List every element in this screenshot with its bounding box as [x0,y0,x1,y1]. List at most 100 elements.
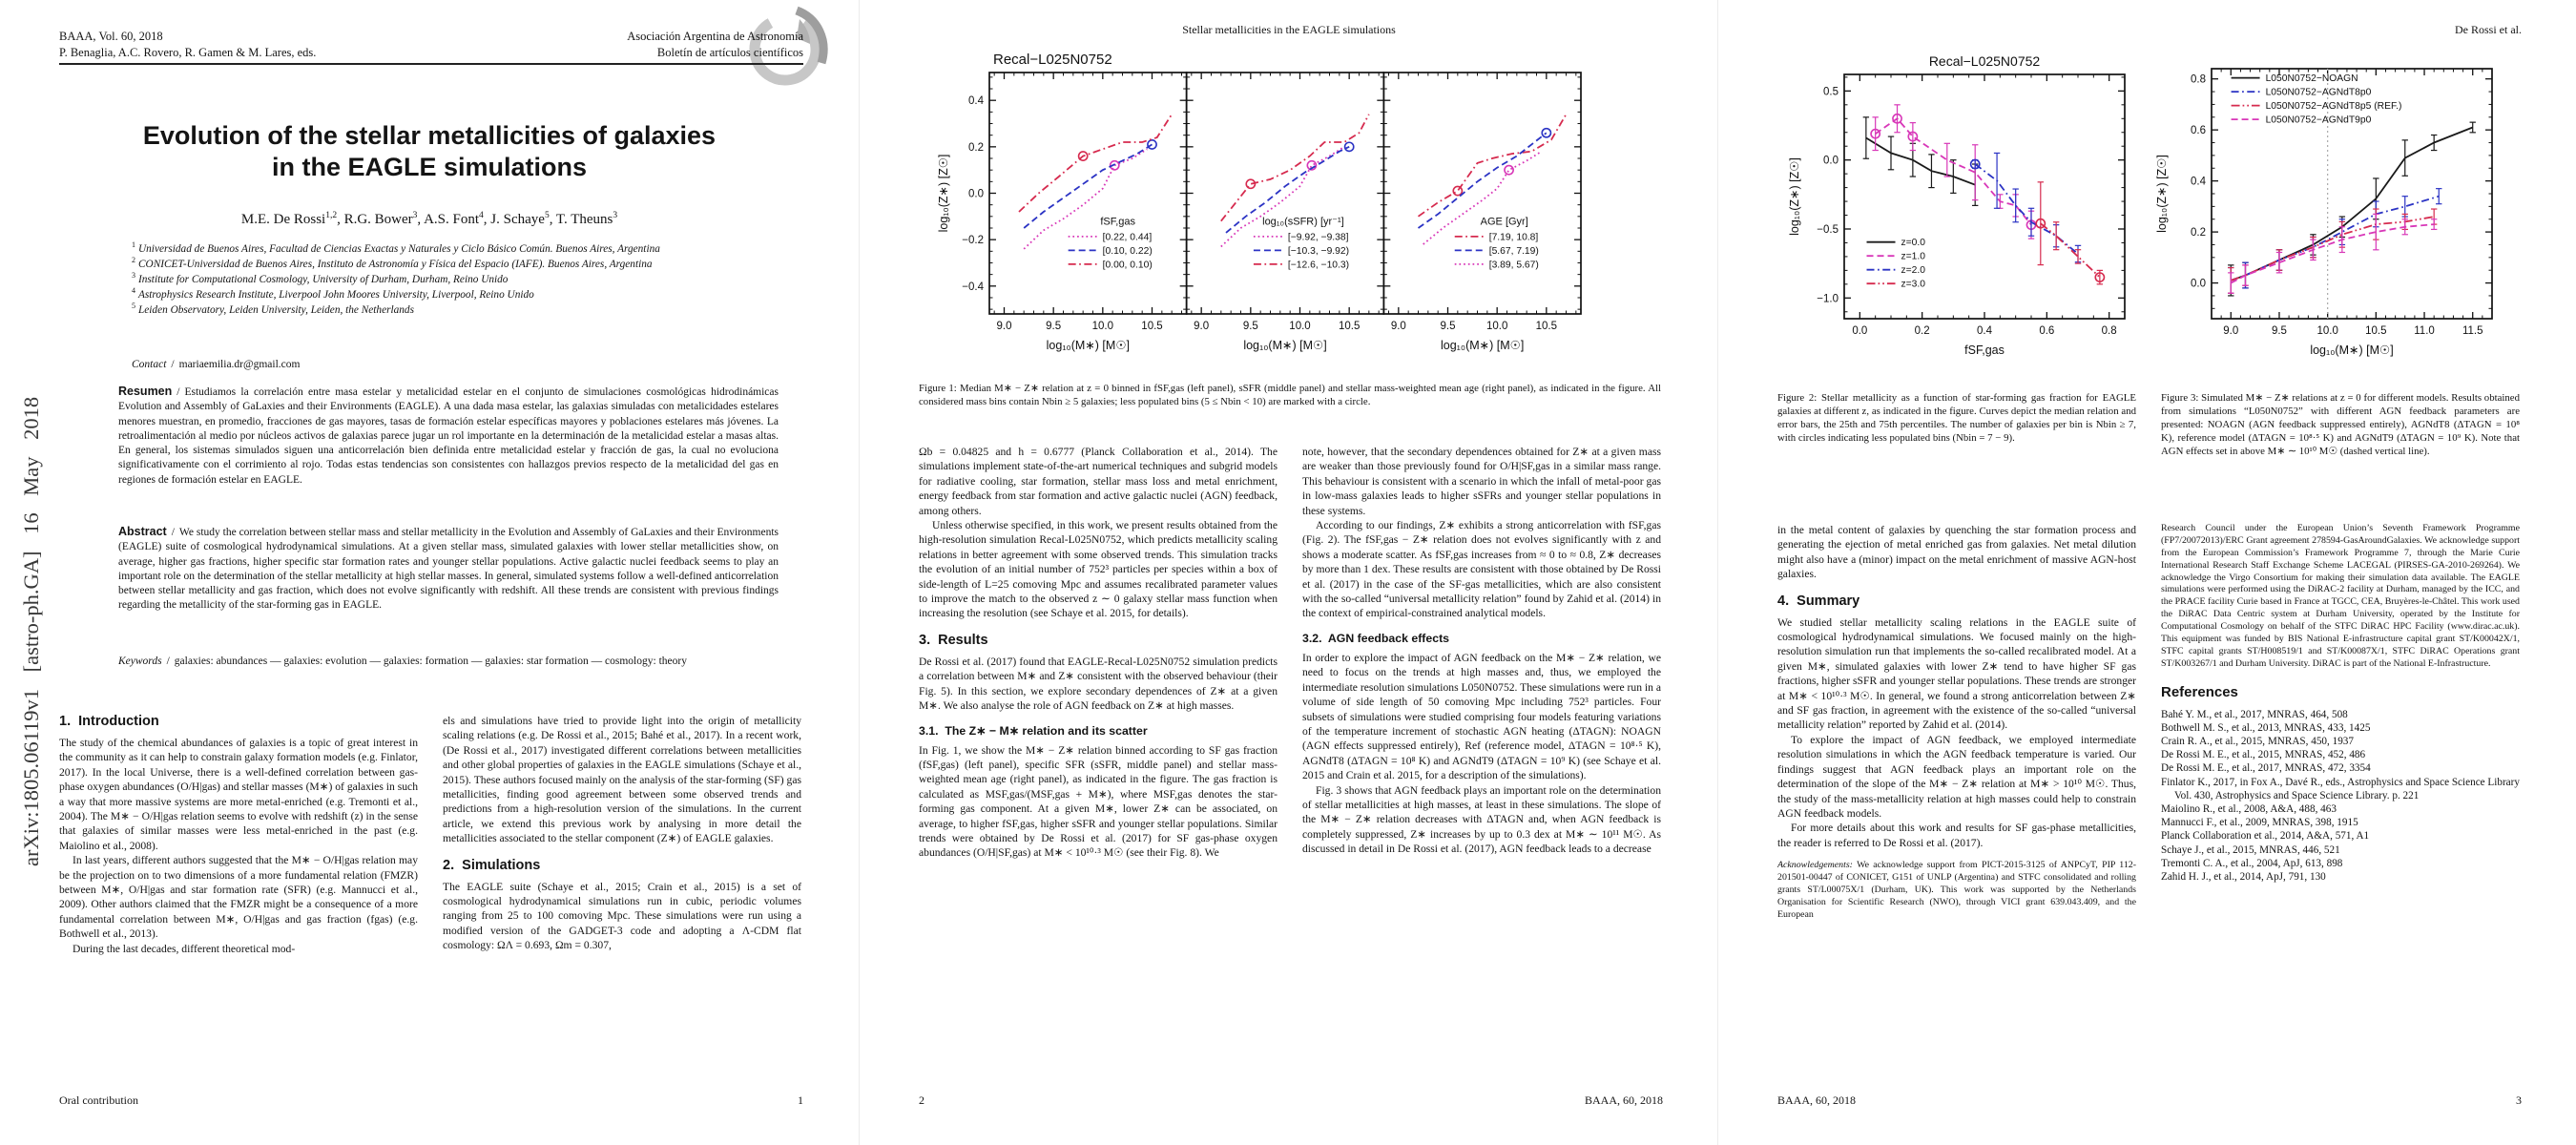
paragraph: In last years, different authors suggest… [59,854,418,941]
svg-text:[0.22, 0.44]: [0.22, 0.44] [1103,232,1153,242]
footer-note: Oral contribution [59,1093,138,1107]
column-left: 1. Introduction The study of the chemica… [59,714,418,1088]
paragraph: In order to explore the impact of AGN fe… [1302,651,1661,782]
paragraph: During the last decades, different theor… [73,942,296,955]
reference-item: Tremonti C. A., et al., 2004, ApJ, 613, … [2161,857,2343,869]
affiliation: 4 Astrophysics Research Institute, Liverp… [132,286,534,302]
svg-text:11.0: 11.0 [2414,325,2435,337]
paragraph: The EAGLE suite (Schaye et al., 2015; Cr… [443,880,801,952]
svg-text:9.0: 9.0 [1194,321,1209,332]
svg-text:0.2: 0.2 [1915,325,1930,337]
svg-text:9.5: 9.5 [1243,321,1258,332]
section-heading-simulations: 2. Simulations [443,857,541,873]
resumen-label: Resumen [118,385,173,398]
author: , J. Schaye5 [483,211,550,227]
authors-line: M.E. De Rossi1,2, R.G. Bower3, A.S. Font… [48,211,811,228]
keywords-text: galaxies: abundances — galaxies: evoluti… [174,656,687,667]
svg-text:log₁₀(M∗) [M☉]: log₁₀(M∗) [M☉] [1243,339,1326,352]
svg-text:−0.2: −0.2 [962,235,984,246]
svg-text:0.8: 0.8 [2191,74,2206,86]
svg-text:0.0: 0.0 [1852,325,1867,337]
journal-footer: BAAA, 60, 2018 [1584,1093,1663,1107]
header-left: BAAA, Vol. 60, 2018 P. Benaglia, A.C. Ro… [59,29,316,60]
reference-item: Planck Collaboration et al., 2014, A&A, … [2161,830,2370,843]
author: M.E. De Rossi1,2 [240,211,338,227]
page-number: 2 [919,1093,924,1107]
editors-line: P. Benaglia, A.C. Rovero, R. Gamen & M. … [59,45,317,59]
header-right: Asociación Argentina de Astronomía Bolet… [627,29,803,60]
reference-item: Maiolino R., et al., 2008, A&A, 488, 463 [2161,803,2337,816]
column-right: note, however, that the secondary depend… [1302,445,1661,1080]
svg-text:9.0: 9.0 [1391,321,1406,332]
reference-item: De Rossi M. E., et al., 2017, MNRAS, 472… [2161,762,2371,775]
svg-text:z=1.0: z=1.0 [1901,252,1926,262]
svg-text:L050N0752−AGNdT9p0: L050N0752−AGNdT9p0 [2266,115,2372,126]
svg-text:10.0: 10.0 [1486,321,1507,332]
paragraph: To explore the impact of AGN feedback, w… [1777,733,2136,820]
paragraph: According to our findings, Z∗ exhibits a… [1302,519,1661,620]
acknowledgements: Acknowledgements: We acknowledge support… [1777,860,2136,920]
svg-text:z=3.0: z=3.0 [1901,280,1926,290]
page-3: De Rossi et al. Recal−L025N0752 log₁₀(Z∗)… [1717,0,2576,1145]
paragraph: Unless otherwise specified, in this work… [919,519,1278,620]
paragraph: in the metal content of galaxies by quen… [1777,524,2136,581]
svg-text:log₁₀(Z∗) [Z☉]: log₁₀(Z∗) [Z☉] [937,155,950,233]
svg-text:log₁₀(sSFR) [yr⁻¹]: log₁₀(sSFR) [yr⁻¹] [1262,216,1344,227]
affiliation: 5 Leiden Observatory, Leiden University, … [132,302,414,317]
running-head: Stellar metallicities in the EAGLE simul… [1182,23,1396,36]
arxiv-watermark-text: arXiv:1805.06119v1 [astro-ph.GA] 16 May … [19,396,43,866]
svg-text:L050N0752−AGNdT8p0: L050N0752−AGNdT8p0 [2266,88,2372,98]
references-heading: References [2161,683,2238,700]
svg-text:z=0.0: z=0.0 [1901,238,1926,248]
reference-item: Finlator K., 2017, in Fox A., Davé R., e… [2161,776,2520,802]
paragraph: note, however, that the secondary depend… [1302,446,1661,517]
section-heading-introduction: 1. Introduction [59,714,159,729]
svg-text:log₁₀(M∗) [M☉]: log₁₀(M∗) [M☉] [2310,344,2393,357]
reference-item: Bahé Y. M., et al., 2017, MNRAS, 464, 50… [2161,708,2348,720]
acknowledgements-continued: Research Council under the European Unio… [2161,523,2520,669]
reference-item: Crain R. A., et al., 2015, MNRAS, 450, 1… [2161,735,2354,747]
contact-line: Contact / mariaemilia.dr@gmail.com [132,359,301,370]
reference-item: Schaye J., et al., 2015, MNRAS, 446, 521 [2161,843,2340,856]
paragraph: For more details about this work and res… [1777,822,2136,849]
svg-text:0.0: 0.0 [1823,156,1839,167]
svg-text:fSF,gas: fSF,gas [1964,344,2005,357]
svg-text:[−10.3, −9.92): [−10.3, −9.92) [1288,246,1349,257]
svg-text:9.0: 9.0 [2223,325,2238,337]
column-left: Ωb = 0.04825 and h = 0.6777 (Planck Coll… [919,445,1278,1080]
paragraph: We studied stellar metallicity scaling r… [1777,615,2136,732]
svg-text:AGE [Gyr]: AGE [Gyr] [1481,216,1528,227]
svg-text:10.5: 10.5 [1141,321,1162,332]
two-column-text: Ωb = 0.04825 and h = 0.6777 (Planck Coll… [919,445,1661,1080]
svg-text:log₁₀(Z∗) [Z☉]: log₁₀(Z∗) [Z☉] [2155,155,2169,233]
author: , A.S. Font4 [417,211,484,227]
running-head: De Rossi et al. [2455,23,2522,36]
svg-text:11.5: 11.5 [2462,325,2483,337]
section-heading-summary: 4. Summary [1777,593,1860,609]
contact-email: mariaemilia.dr@gmail.com [178,359,301,370]
svg-text:0.6: 0.6 [2191,125,2206,136]
affiliations: 1 Universidad de Buenos Aires, Facultad d… [132,240,765,318]
svg-text:log₁₀(M∗) [M☉]: log₁₀(M∗) [M☉] [1441,339,1524,352]
baaa-logo-icon [749,6,828,86]
paper-title: Evolution of the stellar metallicities o… [48,120,811,183]
svg-text:L050N0752−AGNdT8p5 (REF.): L050N0752−AGNdT8p5 (REF.) [2266,101,2402,112]
paragraph: Fig. 3 shows that AGN feedback plays an … [1302,783,1661,856]
figure-1-chart: Recal−L025N0752 log₁₀(Z∗) [Z☉] 9.0 9.5 10.0 1… [937,52,1582,352]
svg-text:Recal−L025N0752: Recal−L025N0752 [993,52,1112,68]
author: , T. Theuns3 [549,211,618,227]
subsection-heading-agn: 3.2. AGN feedback effects [1302,631,1449,645]
svg-text:9.0: 9.0 [997,321,1012,332]
reference-item: Zahid H. J., et al., 2014, ApJ, 791, 130 [2161,871,2326,884]
contact-label: Contact [132,359,167,370]
header-rule [59,63,803,65]
svg-text:Recal−L025N0752: Recal−L025N0752 [1929,53,2041,69]
keywords-label: Keywords [118,656,162,667]
svg-text:0.5: 0.5 [1823,86,1839,97]
affiliation: 3 Institute for Computational Cosmology, … [132,271,509,285]
reference-item: De Rossi M. E., et al., 2015, MNRAS, 452… [2161,749,2366,761]
journal-footer: BAAA, 60, 2018 [1777,1093,1857,1107]
svg-text:−0.4: −0.4 [962,281,984,293]
association-line: Asociación Argentina de Astronomía [627,30,803,43]
affiliation: 2 CONICET-Universidad de Buenos Aires, In… [132,256,653,270]
